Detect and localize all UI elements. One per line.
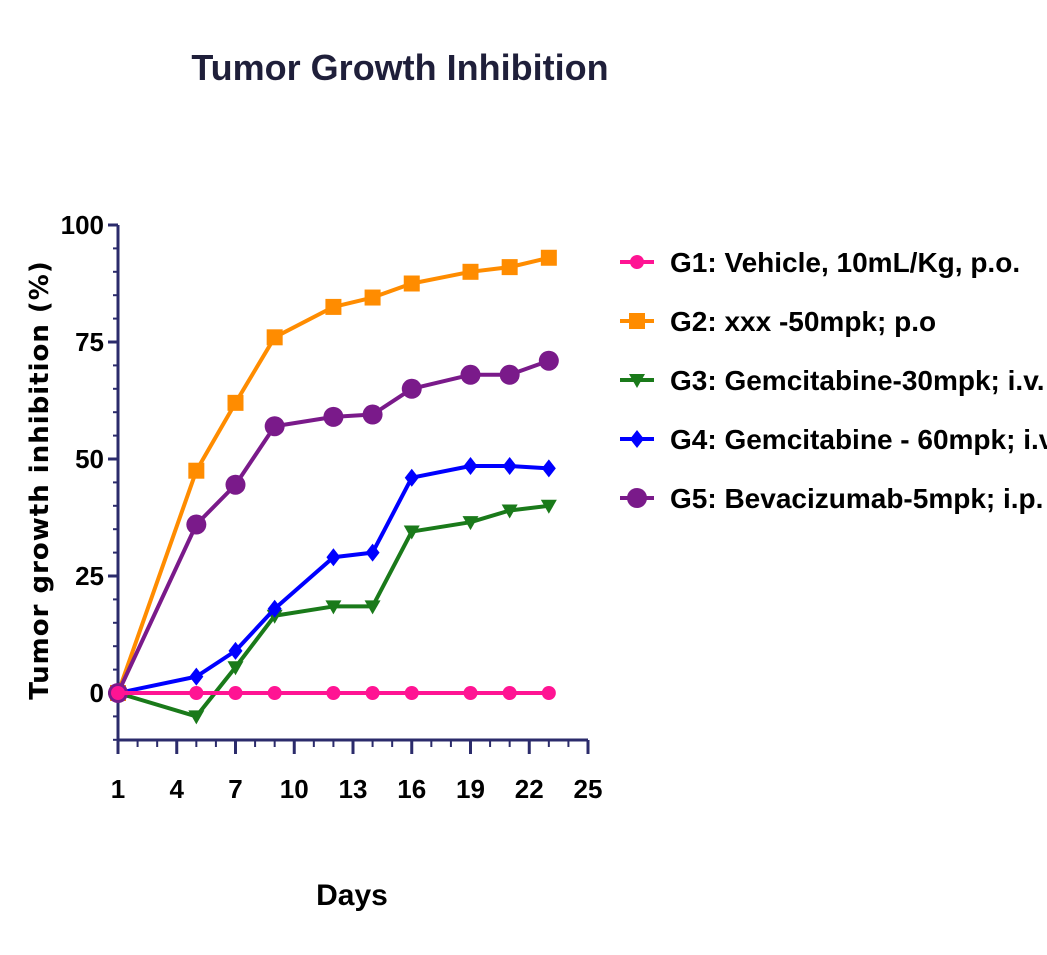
- y-tick-label: 0: [90, 678, 104, 708]
- series-4: [111, 457, 556, 702]
- data-point: [540, 249, 557, 266]
- series-2: [110, 249, 557, 701]
- data-point: [502, 686, 517, 700]
- data-point: [364, 289, 381, 306]
- legend-item: G4: Gemcitabine - 60mpk; i.v.: [620, 424, 1047, 455]
- data-point: [189, 686, 204, 700]
- data-point: [540, 499, 557, 514]
- data-point: [326, 686, 341, 700]
- legend-marker: [630, 430, 644, 448]
- series-line: [116, 255, 550, 694]
- data-point: [403, 275, 420, 292]
- data-point: [186, 514, 207, 535]
- series-5: [108, 350, 559, 703]
- data-point: [403, 525, 420, 540]
- y-tick-label: 50: [75, 444, 104, 474]
- series-1: [111, 686, 556, 700]
- series-line: [117, 464, 549, 695]
- data-point: [365, 686, 380, 700]
- data-point: [502, 457, 517, 476]
- data-point: [228, 686, 243, 700]
- data-point: [267, 686, 282, 700]
- x-tick-label: 16: [397, 774, 426, 804]
- legend-item: G5: Bevacizumab-5mpk; i.p.: [620, 483, 1043, 514]
- data-point: [401, 378, 422, 399]
- chart-title: Tumor Growth Inhibition: [191, 47, 608, 88]
- data-point: [264, 416, 285, 437]
- data-point: [111, 686, 125, 700]
- x-axis-label: Days: [316, 879, 388, 912]
- data-point: [188, 710, 205, 725]
- data-point: [228, 641, 243, 660]
- data-point: [462, 516, 479, 531]
- data-point: [541, 459, 556, 478]
- x-tick-label: 19: [456, 774, 485, 804]
- data-point: [463, 686, 478, 700]
- data-point: [227, 661, 244, 676]
- data-point: [325, 600, 342, 615]
- data-point: [323, 406, 344, 427]
- x-tick-label: 13: [339, 774, 368, 804]
- data-point: [225, 474, 246, 495]
- data-point: [364, 600, 381, 615]
- data-point: [365, 543, 380, 562]
- data-point: [501, 259, 518, 276]
- data-point: [460, 364, 481, 385]
- x-tick-label: 1: [111, 774, 125, 804]
- legend-label: G3: Gemcitabine-30mpk; i.v.: [670, 365, 1045, 396]
- data-point: [501, 504, 518, 519]
- data-point: [267, 599, 282, 618]
- data-point: [541, 686, 556, 700]
- legend-label: G5: Bevacizumab-5mpk; i.p.: [670, 483, 1043, 514]
- legend-marker: [629, 374, 645, 388]
- data-point: [266, 329, 283, 346]
- series-layer: [108, 249, 559, 725]
- data-point: [326, 548, 341, 567]
- data-point: [227, 394, 244, 411]
- y-tick-label: 25: [75, 561, 104, 591]
- data-point: [325, 298, 342, 315]
- data-point: [462, 263, 479, 280]
- legend-label: G4: Gemcitabine - 60mpk; i.v.: [670, 424, 1047, 455]
- x-tick-label: 10: [280, 774, 309, 804]
- y-axis-label: Tumor growth inhibition (%): [25, 260, 55, 699]
- data-point: [538, 350, 559, 371]
- legend-marker: [630, 255, 644, 269]
- legend-label: G2: xxx -50mpk; p.o: [670, 306, 936, 337]
- y-tick-label: 75: [75, 327, 104, 357]
- x-tick-label: 7: [228, 774, 242, 804]
- data-point: [404, 686, 419, 700]
- x-tick-label: 4: [170, 774, 185, 804]
- legend: G1: Vehicle, 10mL/Kg, p.o. G2: xxx -50mpk…: [620, 247, 1047, 514]
- data-point: [463, 457, 478, 476]
- axes: 0 25 50 75 100 1 4 7 10 13 16 19 22 25: [61, 210, 603, 804]
- x-tick-label: 25: [574, 774, 603, 804]
- y-tick-label: 100: [61, 210, 104, 240]
- legend-marker: [627, 488, 647, 508]
- series-line: [116, 358, 550, 694]
- legend-item: G1: Vehicle, 10mL/Kg, p.o.: [620, 247, 1020, 278]
- legend-item: G3: Gemcitabine-30mpk; i.v.: [620, 365, 1045, 396]
- data-point: [362, 404, 383, 425]
- data-point: [404, 468, 419, 487]
- x-tick-label: 22: [515, 774, 544, 804]
- legend-item: G2: xxx -50mpk; p.o: [620, 306, 936, 337]
- data-point: [189, 667, 204, 686]
- legend-marker: [629, 313, 645, 329]
- data-point: [499, 364, 520, 385]
- legend-label: G1: Vehicle, 10mL/Kg, p.o.: [670, 247, 1020, 278]
- data-point: [188, 462, 205, 479]
